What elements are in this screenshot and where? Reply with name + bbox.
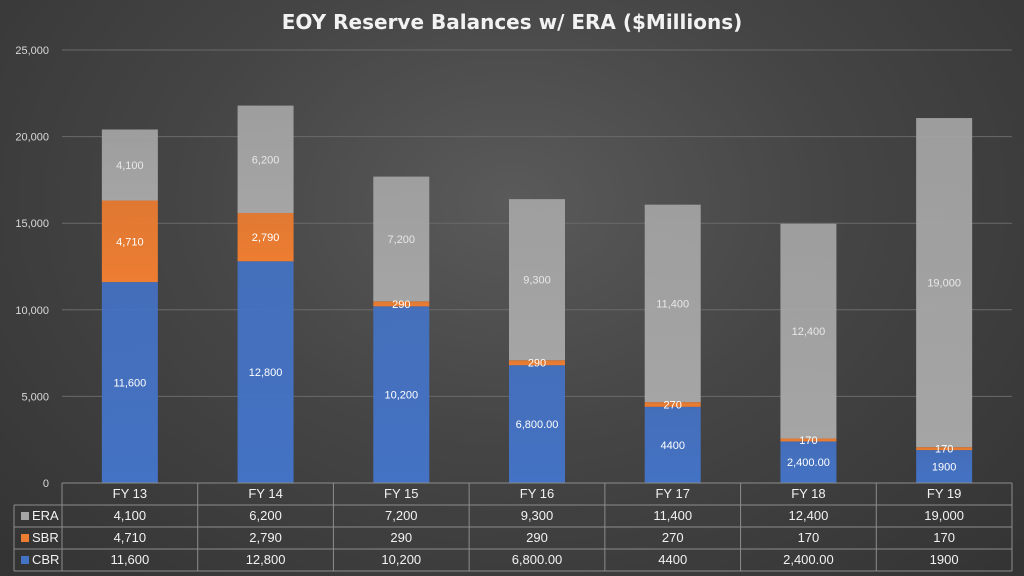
data-label: 1900 [932,462,956,474]
bar-cbr-fy-16 [509,365,565,483]
y-tick-label: 0 [43,478,49,490]
table-cell: 10,200 [381,552,421,567]
data-label: 19,000 [927,278,961,290]
bar-era-fy-18 [780,223,837,439]
data-label: 11,600 [113,378,146,390]
table-cell: 19,000 [924,508,964,523]
table-cell: 270 [662,530,684,545]
x-tick-label: FY 19 [927,486,961,501]
x-tick-label: FY 14 [248,486,282,501]
bar-era-fy-19 [916,118,973,448]
chart-title: EOY Reserve Balances w/ ERA ($Millions) [282,10,743,34]
table-cell: 11,400 [653,508,692,523]
bar-cbr-fy-13 [101,282,158,483]
data-label: 270 [664,399,682,411]
data-label: 4,710 [116,236,144,248]
table-cell: 6,200 [249,508,282,523]
data-label: 2,400.00 [787,457,830,469]
legend-swatch-sbr [21,534,29,542]
bar-era-fy-14 [237,105,294,213]
data-label: 2,790 [252,232,280,244]
bar-sbr-fy-19 [916,447,973,451]
legend-label-sbr: SBR [32,530,59,545]
x-tick-label: FY 15 [384,486,418,501]
table-cell: 12,800 [246,552,286,567]
table-cell: 170 [933,530,955,545]
data-label: 6,800.00 [516,419,559,431]
legend-swatch-era [21,512,29,520]
table-cell: 4400 [658,552,687,567]
y-axis-ticks: 0 5,000 10,000 15,000 20,000 25,000 [15,45,49,490]
y-tick-label: 20,000 [15,132,49,144]
bars [101,105,973,483]
y-tick-label: 25,000 [15,45,49,57]
bar-era-fy-13 [101,129,158,201]
table-cell: 4,100 [114,508,147,523]
table-cell: 290 [390,530,412,545]
data-label: 12,400 [792,326,826,338]
table-cell: 1900 [930,552,959,567]
legend-swatch-cbr [21,556,29,564]
data-label: 10,200 [384,390,418,402]
table-cell: 2,790 [249,530,282,545]
data-label: 290 [392,299,410,311]
table-cell: 12,400 [789,508,829,523]
bar-sbr-fy-14 [237,212,294,262]
bar-sbr-fy-13 [101,200,158,283]
data-label: 6,200 [252,154,280,166]
table-cell: 9,300 [521,508,554,523]
bar-era-fy-15 [373,176,430,302]
y-tick-label: 15,000 [15,218,49,230]
data-label: 11,400 [656,298,689,310]
bar-cbr-fy-14 [237,261,294,483]
y-tick-label: 5,000 [21,391,49,403]
bar-sbr-fy-15 [373,301,430,307]
bar-era-fy-16 [509,199,565,361]
x-tick-label: FY 18 [791,486,825,501]
legend-label-cbr: CBR [32,552,59,567]
data-label: 12,800 [249,367,283,379]
table-cell: 290 [526,530,548,545]
bar-sbr-fy-17 [644,402,701,407]
table-cell: 6,800.00 [512,552,563,567]
legend-label-era: ERA [32,508,59,523]
bar-cbr-fy-18 [780,441,837,483]
x-tick-label: FY 13 [113,486,147,501]
data-label: 4400 [660,440,684,452]
data-table: FY 13 FY 14 FY 15 FY 16 FY 17 FY 18 FY 19 ERA 4,… [13,482,1013,572]
table-cell: 7,200 [385,508,418,523]
data-label: 170 [935,444,953,456]
data-label: 290 [528,358,546,370]
bar-cbr-fy-19 [916,450,973,483]
data-label: 170 [799,435,817,447]
data-label: 7,200 [388,234,416,246]
table-cell: 170 [798,530,820,545]
x-tick-label: FY 16 [520,486,554,501]
data-labels: 11,600 4,710 4,100 12,800 2,790 6,200 10,200 29… [113,154,961,473]
y-tick-label: 10,000 [15,305,49,317]
x-tick-label: FY 17 [655,486,689,501]
bar-era-fy-17 [644,204,701,403]
data-label: 9,300 [523,275,551,287]
bar-sbr-fy-18 [780,438,837,442]
bar-cbr-fy-17 [644,406,701,483]
data-label: 4,100 [116,160,144,172]
table-cell: 4,710 [114,530,147,545]
table-cell: 11,600 [110,552,149,567]
bar-cbr-fy-15 [373,306,430,483]
bar-sbr-fy-16 [509,360,565,366]
table-cell: 2,400.00 [783,552,834,567]
